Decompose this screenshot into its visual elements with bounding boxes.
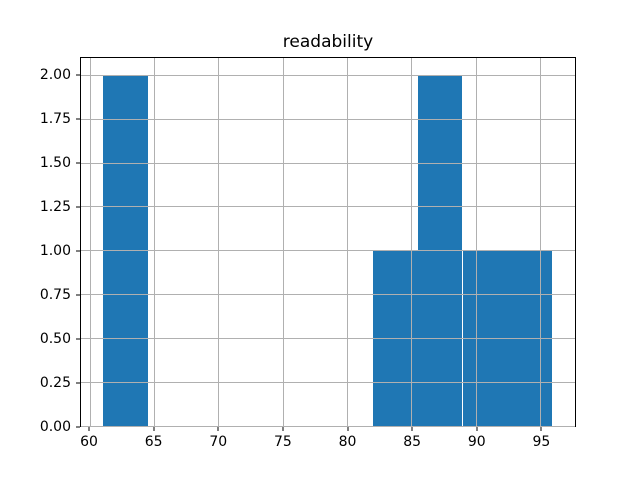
gridline-vertical [89,58,91,426]
y-tick-mark [76,294,80,296]
y-tick-mark [76,250,80,252]
x-tick-mark [347,427,348,431]
x-tick-mark [411,427,413,431]
y-tick-mark [76,338,80,340]
x-tick-mark [476,427,478,431]
y-tick-label: 2.00 [39,66,71,83]
x-tick-mark [88,427,90,431]
gridline-vertical [475,58,477,426]
gridline-vertical [282,58,284,426]
y-tick-label: 0.75 [39,286,71,303]
gridline-vertical [346,58,348,426]
gridline-vertical [218,58,220,426]
gridline-horizontal [81,162,575,164]
x-tick-label: 95 [532,434,551,450]
x-tick-label: 60 [80,434,98,450]
y-axis-tick-marks [76,57,80,428]
gridline-horizontal [81,425,575,427]
y-tick-label: 1.75 [39,110,71,127]
plot-area [80,57,576,427]
y-axis-tick-labels: 0.00 0.25 0.50 0.75 1.00 1.25 1.50 1.75 2.00 [0,57,71,435]
y-tick-label: 0.50 [39,330,71,347]
gridline-horizontal [81,206,575,208]
gridline-horizontal [81,250,575,252]
x-tick-mark [153,427,155,431]
y-tick-label: 0.00 [39,419,71,435]
y-tick-label: 0.25 [39,374,71,391]
gridline-horizontal [81,337,575,339]
gridline-vertical [540,58,541,426]
y-tick-label: 1.50 [39,154,71,171]
gridline-horizontal [81,118,575,120]
y-tick-label: 1.00 [39,242,71,259]
y-tick-label: 1.25 [39,198,71,215]
y-tick-mark [76,118,80,120]
gridline-horizontal [81,381,575,383]
x-axis-tick-marks [80,427,576,431]
x-tick-mark [540,427,542,431]
x-axis-tick-labels: 60 65 70 75 80 85 90 95 [80,434,576,452]
x-tick-mark [282,427,284,431]
x-tick-label: 65 [144,434,163,450]
x-tick-label: 75 [273,434,292,450]
y-tick-mark [76,382,80,384]
x-tick-mark [217,427,219,431]
y-tick-mark [76,206,80,208]
y-tick-mark [76,162,80,164]
gridline-horizontal [81,294,575,296]
x-tick-label: 80 [338,434,357,450]
x-tick-label: 90 [467,434,486,450]
x-tick-label: 70 [209,434,228,450]
gridline-horizontal [81,75,575,77]
y-tick-mark [76,74,80,76]
gridline-vertical [153,58,155,426]
y-tick-mark [76,426,80,428]
x-tick-label: 85 [403,434,422,450]
chart-title: readability [282,32,374,52]
gridline-vertical [411,58,413,426]
